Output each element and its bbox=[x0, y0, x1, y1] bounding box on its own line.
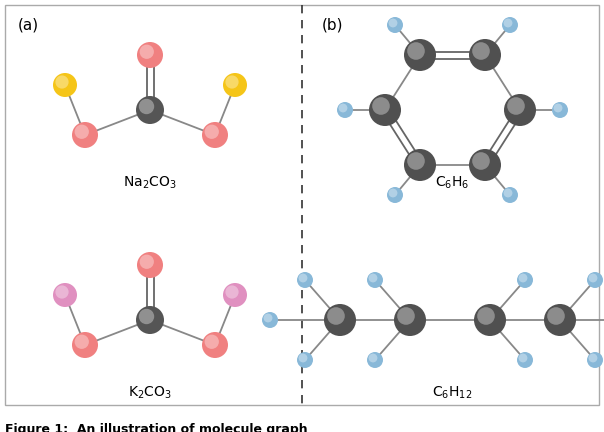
Circle shape bbox=[472, 152, 490, 170]
Circle shape bbox=[367, 272, 383, 288]
Circle shape bbox=[223, 283, 247, 307]
Circle shape bbox=[589, 273, 597, 283]
Circle shape bbox=[372, 97, 390, 115]
Circle shape bbox=[369, 94, 401, 126]
Circle shape bbox=[137, 252, 163, 278]
Circle shape bbox=[397, 307, 415, 325]
Circle shape bbox=[225, 76, 239, 89]
Circle shape bbox=[587, 352, 603, 368]
Circle shape bbox=[56, 76, 69, 89]
Circle shape bbox=[504, 189, 512, 197]
Circle shape bbox=[394, 304, 426, 336]
Circle shape bbox=[387, 187, 403, 203]
Circle shape bbox=[502, 17, 518, 33]
Circle shape bbox=[517, 272, 533, 288]
Circle shape bbox=[388, 19, 397, 27]
Circle shape bbox=[407, 42, 425, 60]
Circle shape bbox=[552, 102, 568, 118]
Circle shape bbox=[517, 352, 533, 368]
Circle shape bbox=[136, 96, 164, 124]
Circle shape bbox=[53, 73, 77, 97]
Circle shape bbox=[469, 149, 501, 181]
Circle shape bbox=[544, 304, 576, 336]
Text: K$_2$CO$_3$: K$_2$CO$_3$ bbox=[128, 385, 172, 401]
Circle shape bbox=[368, 273, 378, 283]
Circle shape bbox=[339, 104, 347, 112]
Circle shape bbox=[297, 352, 313, 368]
Circle shape bbox=[367, 352, 383, 368]
Circle shape bbox=[387, 17, 403, 33]
Text: (b): (b) bbox=[322, 18, 344, 33]
Circle shape bbox=[504, 94, 536, 126]
Circle shape bbox=[327, 307, 345, 325]
Circle shape bbox=[368, 354, 378, 362]
Circle shape bbox=[407, 152, 425, 170]
Circle shape bbox=[202, 122, 228, 148]
Circle shape bbox=[72, 332, 98, 358]
Circle shape bbox=[223, 73, 247, 97]
Circle shape bbox=[404, 149, 436, 181]
Circle shape bbox=[72, 122, 98, 148]
Text: C$_6$H$_6$: C$_6$H$_6$ bbox=[435, 175, 469, 191]
Text: (a): (a) bbox=[18, 18, 39, 33]
Circle shape bbox=[472, 42, 490, 60]
Circle shape bbox=[205, 124, 219, 139]
Circle shape bbox=[140, 44, 154, 59]
Circle shape bbox=[202, 332, 228, 358]
Circle shape bbox=[205, 335, 219, 349]
Circle shape bbox=[502, 187, 518, 203]
Text: Figure 1:  An illustration of molecule graph: Figure 1: An illustration of molecule gr… bbox=[5, 423, 307, 432]
Text: C$_6$H$_{12}$: C$_6$H$_{12}$ bbox=[432, 385, 472, 401]
Circle shape bbox=[140, 254, 154, 269]
Circle shape bbox=[337, 102, 353, 118]
Circle shape bbox=[554, 104, 562, 112]
Circle shape bbox=[297, 272, 313, 288]
Text: Na$_2$CO$_3$: Na$_2$CO$_3$ bbox=[123, 175, 177, 191]
Circle shape bbox=[388, 189, 397, 197]
Circle shape bbox=[137, 42, 163, 68]
Circle shape bbox=[504, 19, 512, 27]
Circle shape bbox=[507, 97, 525, 115]
Circle shape bbox=[53, 283, 77, 307]
Circle shape bbox=[404, 39, 436, 71]
Circle shape bbox=[225, 286, 239, 299]
Circle shape bbox=[474, 304, 506, 336]
Circle shape bbox=[477, 307, 495, 325]
Circle shape bbox=[324, 304, 356, 336]
Circle shape bbox=[75, 124, 89, 139]
Circle shape bbox=[587, 272, 603, 288]
Circle shape bbox=[547, 307, 565, 325]
Circle shape bbox=[262, 312, 278, 328]
Circle shape bbox=[469, 39, 501, 71]
Circle shape bbox=[298, 273, 307, 283]
Circle shape bbox=[139, 99, 154, 114]
Circle shape bbox=[136, 306, 164, 334]
Circle shape bbox=[519, 354, 527, 362]
Circle shape bbox=[56, 286, 69, 299]
Circle shape bbox=[139, 309, 154, 324]
Circle shape bbox=[75, 335, 89, 349]
Circle shape bbox=[519, 273, 527, 283]
Circle shape bbox=[298, 354, 307, 362]
Circle shape bbox=[263, 314, 272, 322]
Circle shape bbox=[589, 354, 597, 362]
